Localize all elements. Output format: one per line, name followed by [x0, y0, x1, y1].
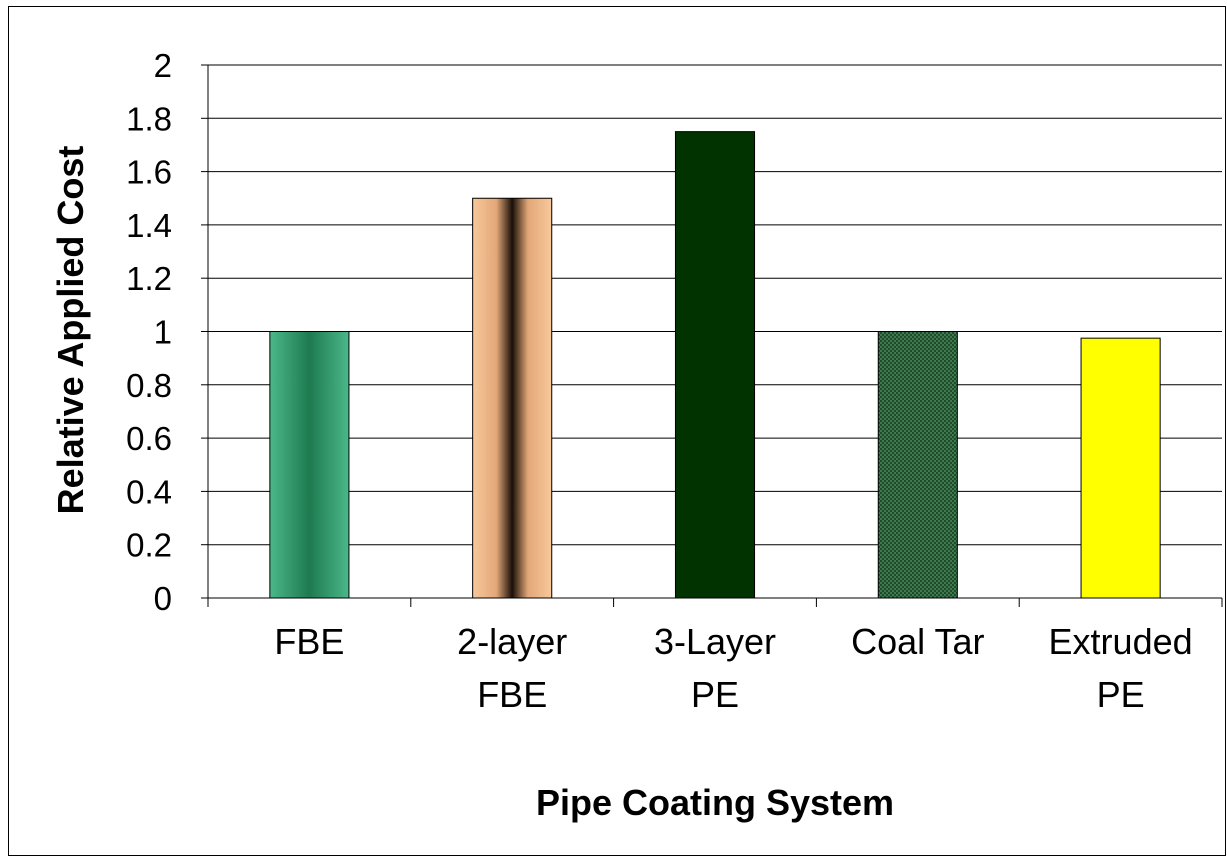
category-label: PE [691, 674, 739, 715]
x-axis-title: Pipe Coating System [536, 782, 894, 823]
y-tick-label: 0.6 [126, 420, 172, 457]
y-tick-label: 1.2 [126, 260, 172, 297]
category-label: 2-layer [457, 621, 567, 662]
chart-frame [8, 6, 1226, 856]
y-tick-label: 2 [154, 47, 172, 84]
y-axis-title: Relative Applied Cost [50, 146, 91, 515]
category-label: PE [1097, 674, 1145, 715]
y-tick-label: 1.8 [126, 100, 172, 137]
category-label: Extruded [1049, 621, 1193, 662]
category-label: Coal Tar [851, 621, 984, 662]
bar [472, 197, 553, 599]
y-tick-label: 0.4 [126, 473, 172, 510]
bar [674, 131, 756, 599]
y-tick-label: 1.4 [126, 207, 172, 244]
category-label: 3-Layer [654, 621, 776, 662]
bars [269, 131, 1161, 599]
category-label: FBE [274, 621, 344, 662]
y-tick-label: 0 [154, 580, 172, 617]
bar [877, 331, 958, 599]
y-tick-label: 1 [154, 314, 172, 351]
category-labels: FBE 2-layer FBE 3-Layer PE Coal Tar Extruded PE [274, 621, 1192, 715]
bar [1080, 337, 1161, 599]
bar [269, 331, 350, 599]
y-tick-label: 0.8 [126, 367, 172, 404]
x-axis [207, 597, 1223, 607]
category-label: FBE [477, 674, 547, 715]
y-axis: 0 0.2 0.4 0.6 0.8 1 1.2 1.4 1.6 1.8 2 [126, 47, 209, 617]
y-tick-label: 1.6 [126, 154, 172, 191]
y-tick-label: 0.2 [126, 527, 172, 564]
